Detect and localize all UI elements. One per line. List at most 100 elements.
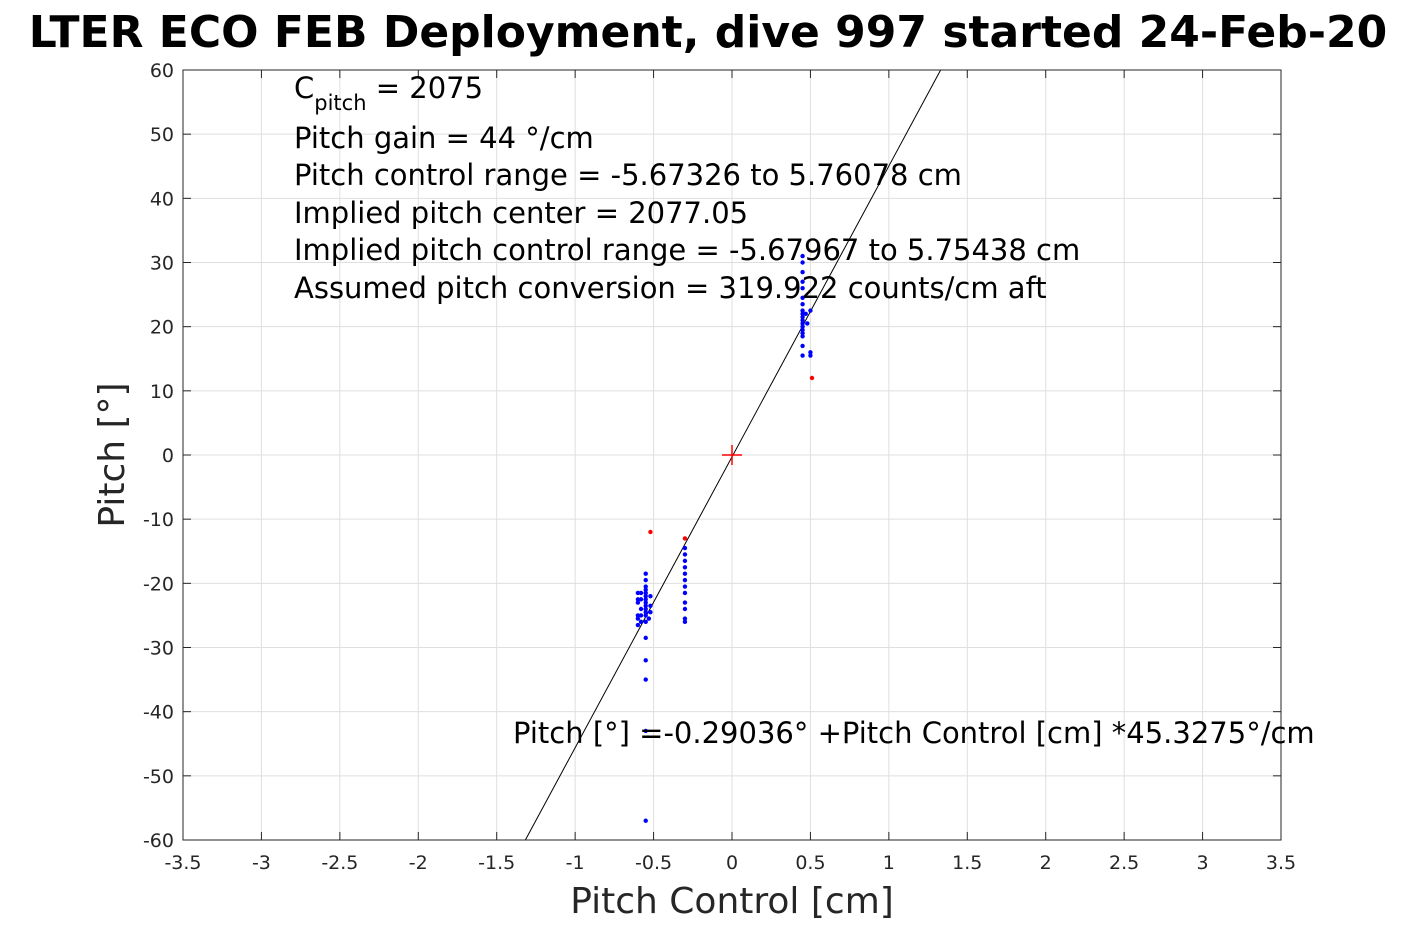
data-point-blue bbox=[808, 350, 813, 355]
c-pitch-subscript: pitch bbox=[314, 91, 366, 115]
c-pitch-symbol: C bbox=[294, 71, 314, 105]
data-point-blue bbox=[643, 619, 648, 625]
data-point-blue bbox=[800, 343, 805, 349]
data-point-blue bbox=[682, 577, 688, 583]
x-tick-label: -1.5 bbox=[478, 852, 515, 874]
data-point-blue bbox=[682, 590, 688, 596]
data-point-blue bbox=[648, 610, 653, 615]
y-tick-label: 30 bbox=[150, 253, 174, 275]
data-point-blue bbox=[643, 677, 648, 682]
center-marker-group bbox=[722, 445, 742, 465]
grid bbox=[182, 69, 1282, 841]
data-point-blue bbox=[638, 619, 644, 625]
data-point-blue bbox=[682, 565, 688, 570]
data-point-blue bbox=[638, 597, 644, 602]
data-point-blue bbox=[682, 558, 688, 564]
data-point-blue bbox=[635, 613, 641, 618]
data-point-blue bbox=[643, 658, 648, 663]
y-tick-label: 10 bbox=[150, 381, 174, 403]
data-point-blue bbox=[635, 597, 641, 602]
x-tick-label: 2.5 bbox=[1109, 852, 1139, 874]
y-tick-label: 0 bbox=[162, 445, 174, 467]
x-tick-label: -3.5 bbox=[164, 852, 201, 874]
data-point-blue bbox=[800, 324, 805, 329]
data-point-blue bbox=[800, 314, 805, 320]
y-tick-label: 40 bbox=[150, 188, 174, 210]
data-point-blue bbox=[682, 606, 688, 612]
data-point-blue bbox=[800, 269, 805, 275]
x-axis-label: Pitch Control [cm] bbox=[570, 881, 894, 922]
data-point-blue bbox=[643, 600, 648, 605]
data-point-blue bbox=[800, 295, 805, 300]
data-point-blue bbox=[800, 327, 805, 333]
data-point-blue bbox=[643, 590, 648, 596]
y-tick-label: -30 bbox=[143, 638, 174, 660]
data-point-blue bbox=[643, 603, 648, 608]
data-point-blue bbox=[643, 613, 648, 618]
data-point-blue bbox=[638, 606, 644, 612]
x-tick-label: 1 bbox=[883, 852, 895, 874]
data-point-blue bbox=[800, 260, 805, 265]
data-point-blue bbox=[800, 318, 805, 323]
data-point-blue bbox=[800, 353, 805, 358]
c-pitch-value: = 2075 bbox=[367, 71, 484, 105]
axis-ticks: -3.5 -3 -2.5 -2 -1.5 -1 -0.5 0 0.5 1 1.5 2 2.5 3 3.5 -6… bbox=[143, 60, 1296, 874]
data-point-blue bbox=[635, 590, 641, 596]
data-point-blue bbox=[643, 593, 648, 599]
x-tick-label: 0.5 bbox=[795, 852, 825, 874]
data-point-blue bbox=[635, 600, 641, 605]
y-tick-label: -20 bbox=[143, 573, 174, 595]
y-tick-label: -60 bbox=[143, 830, 174, 852]
data-points bbox=[635, 253, 815, 823]
data-point-blue bbox=[643, 728, 648, 734]
data-point-blue bbox=[808, 308, 813, 313]
data-point-blue bbox=[682, 552, 688, 557]
data-point-blue bbox=[643, 584, 648, 589]
data-point-blue bbox=[803, 311, 808, 317]
data-point-blue bbox=[643, 818, 648, 823]
data-point-blue bbox=[648, 603, 653, 608]
data-point-blue bbox=[643, 587, 648, 592]
data-point-blue bbox=[635, 616, 641, 621]
y-tick-label: 20 bbox=[150, 317, 174, 339]
annotation-implied-control-range: Implied pitch control range = -5.67967 t… bbox=[294, 233, 1080, 267]
x-tick-label: -2 bbox=[409, 852, 428, 874]
data-point-blue bbox=[800, 334, 805, 339]
x-tick-label: 3 bbox=[1197, 852, 1209, 874]
data-point-blue bbox=[800, 279, 805, 284]
data-point-blue bbox=[643, 610, 648, 615]
data-point-blue bbox=[800, 302, 805, 307]
data-point-blue bbox=[638, 590, 644, 596]
x-tick-label: 0 bbox=[726, 852, 738, 874]
x-tick-label: -3 bbox=[252, 852, 271, 874]
data-point-blue bbox=[635, 622, 641, 628]
annotation-pitch-gain: Pitch gain = 44 °/cm bbox=[294, 121, 594, 155]
chart-title: LTER ECO FEB Deployment, dive 997 starte… bbox=[29, 7, 1387, 58]
data-point-blue bbox=[682, 545, 688, 551]
data-point-blue bbox=[648, 593, 653, 599]
data-point-blue bbox=[643, 571, 648, 576]
data-point-blue bbox=[800, 253, 805, 259]
data-point-blue bbox=[800, 308, 805, 313]
fit-equation-label: Pitch [°] =-0.29036° +Pitch Control [cm]… bbox=[513, 716, 1315, 750]
x-tick-label: 1.5 bbox=[952, 852, 982, 874]
data-point-blue bbox=[682, 584, 688, 589]
annotation-implied-pitch-center: Implied pitch center = 2077.05 bbox=[294, 196, 748, 230]
data-point-blue bbox=[638, 613, 644, 618]
data-point-blue bbox=[682, 571, 688, 576]
data-point-blue bbox=[682, 619, 688, 625]
data-point-blue bbox=[682, 600, 688, 605]
data-point-blue bbox=[800, 311, 805, 317]
annotation-pitch-conversion: Assumed pitch conversion = 319.922 count… bbox=[294, 271, 1047, 305]
data-point-blue bbox=[800, 330, 805, 336]
y-tick-label: -50 bbox=[143, 766, 174, 788]
data-point-blue bbox=[682, 616, 688, 621]
data-point-red bbox=[648, 529, 653, 535]
data-point-blue bbox=[800, 285, 805, 291]
x-tick-label: -1 bbox=[566, 852, 585, 874]
y-tick-label: 50 bbox=[150, 124, 174, 146]
x-tick-label: 3.5 bbox=[1266, 852, 1296, 874]
data-point-blue bbox=[800, 321, 805, 326]
data-point-blue bbox=[643, 606, 648, 612]
